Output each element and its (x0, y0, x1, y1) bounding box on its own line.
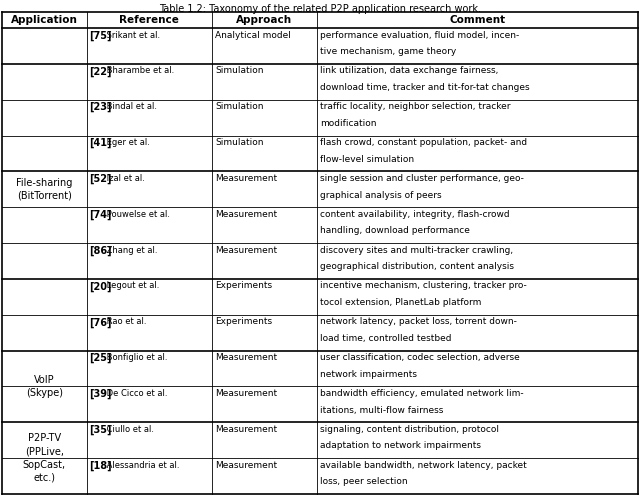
Text: download time, tracker and tit-for-tat changes: download time, tracker and tit-for-tat c… (320, 83, 529, 92)
Text: Analytical model: Analytical model (215, 30, 291, 40)
Text: Measurement: Measurement (215, 425, 277, 434)
Text: [22]: [22] (90, 66, 112, 76)
Text: itations, multi-flow fairness: itations, multi-flow fairness (320, 406, 443, 415)
Text: signaling, content distribution, protocol: signaling, content distribution, protoco… (320, 425, 499, 434)
Text: network latency, packet loss, torrent down-: network latency, packet loss, torrent do… (320, 317, 516, 326)
Text: content availability, integrity, flash-crowd: content availability, integrity, flash-c… (320, 210, 509, 219)
Text: Bonfiglio et al.: Bonfiglio et al. (104, 353, 168, 362)
Text: adaptation to network impairments: adaptation to network impairments (320, 441, 481, 450)
Text: VoIP
(Skype): VoIP (Skype) (26, 375, 63, 398)
Text: Legout et al.: Legout et al. (104, 281, 159, 291)
Text: Experiments: Experiments (215, 281, 272, 291)
Text: Bindal et al.: Bindal et al. (104, 102, 157, 111)
Text: Alessandria et al.: Alessandria et al. (104, 461, 180, 470)
Text: Application: Application (11, 15, 77, 25)
Text: [75]: [75] (90, 30, 112, 41)
Text: Measurement: Measurement (215, 246, 277, 254)
Text: [74]: [74] (90, 210, 112, 220)
Text: tocol extension, PlanetLab platform: tocol extension, PlanetLab platform (320, 298, 481, 307)
Text: handling, download performance: handling, download performance (320, 226, 470, 236)
Text: tive mechanism, game theory: tive mechanism, game theory (320, 47, 456, 56)
Text: [76]: [76] (90, 317, 112, 327)
Text: Experiments: Experiments (215, 317, 272, 326)
Text: [86]: [86] (90, 246, 112, 256)
Text: Table 1.2: Taxonomy of the related P2P application research work.: Table 1.2: Taxonomy of the related P2P a… (159, 4, 481, 14)
Text: Measurement: Measurement (215, 353, 277, 362)
Text: flow-level simulation: flow-level simulation (320, 155, 414, 164)
Text: single session and cluster performance, geo-: single session and cluster performance, … (320, 174, 524, 183)
Text: Eger et al.: Eger et al. (104, 138, 150, 147)
Text: [52]: [52] (90, 174, 112, 184)
Text: incentive mechanism, clustering, tracker pro-: incentive mechanism, clustering, tracker… (320, 281, 527, 291)
Text: [18]: [18] (90, 461, 112, 471)
Text: File-sharing
(BitTorrent): File-sharing (BitTorrent) (16, 178, 72, 201)
Text: bandwidth efficiency, emulated network lim-: bandwidth efficiency, emulated network l… (320, 389, 524, 398)
Text: traffic locality, neighbor selection, tracker: traffic locality, neighbor selection, tr… (320, 102, 510, 111)
Text: available bandwidth, network latency, packet: available bandwidth, network latency, pa… (320, 461, 527, 470)
Text: modification: modification (320, 119, 376, 128)
Text: [25]: [25] (90, 353, 112, 364)
Text: P2P-TV
(PPLive,
SopCast,
etc.): P2P-TV (PPLive, SopCast, etc.) (23, 434, 66, 483)
Text: graphical analysis of peers: graphical analysis of peers (320, 190, 442, 199)
Text: Measurement: Measurement (215, 174, 277, 183)
Text: [23]: [23] (90, 102, 112, 113)
Text: [41]: [41] (90, 138, 112, 148)
Text: De Cicco et al.: De Cicco et al. (104, 389, 168, 398)
Text: Simulation: Simulation (215, 66, 264, 75)
Text: Izal et al.: Izal et al. (104, 174, 145, 183)
Text: [39]: [39] (90, 389, 112, 399)
Text: Measurement: Measurement (215, 461, 277, 470)
Text: flash crowd, constant population, packet- and: flash crowd, constant population, packet… (320, 138, 527, 147)
Text: Rao et al.: Rao et al. (104, 317, 147, 326)
Text: Srikant et al.: Srikant et al. (104, 30, 160, 40)
Text: [35]: [35] (90, 425, 112, 435)
Text: Measurement: Measurement (215, 389, 277, 398)
Text: geographical distribution, content analysis: geographical distribution, content analy… (320, 262, 514, 271)
Text: Approach: Approach (236, 15, 292, 25)
Text: network impairments: network impairments (320, 370, 417, 379)
Text: link utilization, data exchange fairness,: link utilization, data exchange fairness… (320, 66, 498, 75)
Text: user classification, codec selection, adverse: user classification, codec selection, ad… (320, 353, 520, 362)
Text: Comment: Comment (449, 15, 506, 25)
Text: Bharambe et al.: Bharambe et al. (104, 66, 174, 75)
Text: performance evaluation, fluid model, incen-: performance evaluation, fluid model, inc… (320, 30, 519, 40)
Text: Reference: Reference (119, 15, 179, 25)
Text: Ciullo et al.: Ciullo et al. (104, 425, 154, 434)
Text: loss, peer selection: loss, peer selection (320, 477, 408, 486)
Text: Zhang et al.: Zhang et al. (104, 246, 157, 254)
Text: Measurement: Measurement (215, 210, 277, 219)
Text: [20]: [20] (90, 281, 112, 292)
Text: discovery sites and multi-tracker crawling,: discovery sites and multi-tracker crawli… (320, 246, 513, 254)
Text: Simulation: Simulation (215, 102, 264, 111)
Text: Pouwelse et al.: Pouwelse et al. (104, 210, 170, 219)
Text: Simulation: Simulation (215, 138, 264, 147)
Text: load time, controlled testbed: load time, controlled testbed (320, 334, 451, 343)
